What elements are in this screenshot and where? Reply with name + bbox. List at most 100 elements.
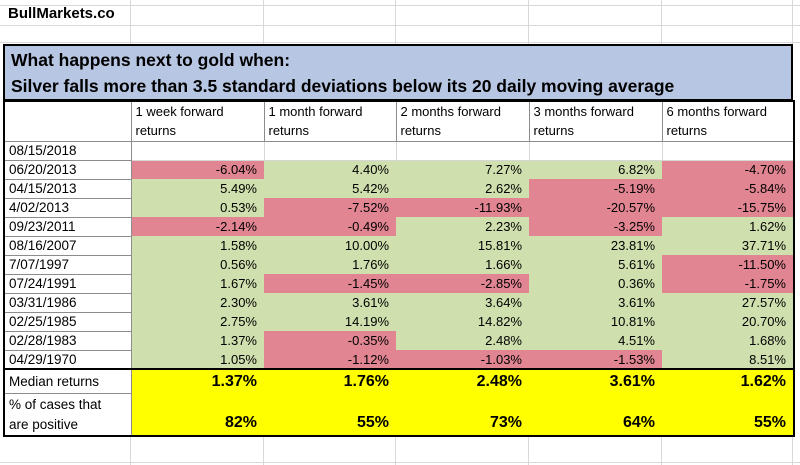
median-value-cell[interactable]: 3.61%	[529, 368, 662, 394]
value-cell[interactable]: -11.93%	[396, 198, 529, 218]
brand-text: BullMarkets.co	[8, 5, 115, 22]
value-cell[interactable]: 5.49%	[131, 179, 264, 199]
value-cell[interactable]: 2.48%	[396, 331, 529, 351]
value-cell[interactable]: 1.62%	[662, 217, 794, 237]
value-cell[interactable]: 3.61%	[529, 293, 662, 313]
value-cell[interactable]	[661, 140, 795, 161]
pct-positive-label-cell[interactable]: % of cases that are positive	[3, 392, 132, 437]
value-cell[interactable]	[528, 140, 663, 161]
value-cell[interactable]: -1.53%	[529, 350, 662, 370]
value-cell[interactable]: -4.70%	[662, 160, 794, 180]
value-cell[interactable]: 2.30%	[131, 293, 264, 313]
value-cell[interactable]: 5.42%	[264, 179, 396, 199]
date-cell[interactable]: 06/20/2013	[3, 159, 132, 180]
value-cell[interactable]: 2.23%	[396, 217, 529, 237]
date-cell[interactable]: 02/28/1983	[3, 330, 132, 351]
title-line-2: Silver falls more than 3.5 standard devi…	[11, 76, 675, 96]
value-cell[interactable]: 0.53%	[131, 198, 264, 218]
table-row: 09/23/2011 -2.14% -0.49% 2.23% -3.25% 1.62%	[3, 216, 794, 237]
date-cell[interactable]: 04/29/1970	[3, 349, 132, 370]
header-row: 1 week forward returns 1 month forward re…	[3, 100, 795, 142]
date-cell[interactable]: 08/15/2018	[3, 140, 132, 161]
value-cell[interactable]	[395, 140, 530, 161]
value-cell[interactable]: 1.05%	[131, 350, 264, 370]
value-cell[interactable]: 5.61%	[529, 255, 662, 275]
value-cell[interactable]: 1.66%	[396, 255, 529, 275]
median-label-cell[interactable]: Median returns	[3, 368, 132, 394]
value-cell[interactable]: 14.19%	[264, 312, 396, 332]
table-row: 4/02/2013 0.53% -7.52% -11.93% -20.57% -15.75…	[3, 197, 794, 218]
value-cell[interactable]: -0.35%	[264, 331, 396, 351]
median-row: Median returns 1.37% 1.76% 2.48% 3.61% 1.62%	[3, 368, 794, 394]
value-cell[interactable]: -1.75%	[662, 274, 794, 294]
value-cell[interactable]: 1.76%	[264, 255, 396, 275]
column-header-cell[interactable]: 1 month forward returns	[263, 100, 397, 142]
pct-positive-value-cell[interactable]: 73%	[396, 393, 529, 437]
value-cell[interactable]: 4.51%	[529, 331, 662, 351]
value-cell[interactable]: 7.27%	[396, 160, 529, 180]
value-cell[interactable]: -0.49%	[264, 217, 396, 237]
value-cell[interactable]: -2.14%	[131, 217, 264, 237]
date-cell[interactable]: 09/23/2011	[3, 216, 132, 237]
date-cell[interactable]: 04/15/2013	[3, 178, 132, 199]
date-cell[interactable]: 07/24/1991	[3, 273, 132, 294]
corner-cell[interactable]	[3, 100, 132, 142]
value-cell[interactable]: -2.85%	[396, 274, 529, 294]
value-cell[interactable]: 14.82%	[396, 312, 529, 332]
column-header-cell[interactable]: 1 week forward returns	[130, 100, 265, 142]
value-cell[interactable]: -1.12%	[264, 350, 396, 370]
value-cell[interactable]: -6.04%	[131, 160, 264, 180]
value-cell[interactable]: 6.82%	[529, 160, 662, 180]
value-cell[interactable]	[130, 140, 265, 161]
column-header-cell[interactable]: 2 months forward returns	[395, 100, 530, 142]
value-cell[interactable]	[263, 140, 397, 161]
value-cell[interactable]: -20.57%	[529, 198, 662, 218]
value-cell[interactable]: -7.52%	[264, 198, 396, 218]
median-value-cell[interactable]: 1.37%	[131, 368, 264, 394]
median-value-cell[interactable]: 2.48%	[396, 368, 529, 394]
value-cell[interactable]: -11.50%	[662, 255, 794, 275]
value-cell[interactable]: 8.51%	[662, 350, 794, 370]
value-cell[interactable]: 4.40%	[264, 160, 396, 180]
value-cell[interactable]: -5.84%	[662, 179, 794, 199]
value-cell[interactable]: -1.03%	[396, 350, 529, 370]
value-cell[interactable]: 20.70%	[662, 312, 794, 332]
column-header-cell[interactable]: 3 months forward returns	[528, 100, 663, 142]
value-cell[interactable]: 37.71%	[662, 236, 794, 256]
value-cell[interactable]: -3.25%	[529, 217, 662, 237]
date-cell[interactable]: 08/16/2007	[3, 235, 132, 256]
pct-positive-value-cell[interactable]: 82%	[131, 393, 264, 437]
pct-positive-value-cell[interactable]: 55%	[264, 393, 396, 437]
value-cell[interactable]: 1.68%	[662, 331, 794, 351]
value-cell[interactable]: 3.61%	[264, 293, 396, 313]
value-cell[interactable]: 2.75%	[131, 312, 264, 332]
pct-positive-row: % of cases that are positive 82% 55% 73% 64…	[3, 392, 794, 437]
median-value-cell[interactable]: 1.62%	[662, 368, 794, 394]
value-cell[interactable]: -15.75%	[662, 198, 794, 218]
date-cell[interactable]: 4/02/2013	[3, 197, 132, 218]
value-cell[interactable]: -5.19%	[529, 179, 662, 199]
pct-positive-value-cell[interactable]: 64%	[529, 393, 662, 437]
value-cell[interactable]: 2.62%	[396, 179, 529, 199]
value-cell[interactable]: 3.64%	[396, 293, 529, 313]
date-cell[interactable]: 02/25/1985	[3, 311, 132, 332]
median-value-cell[interactable]: 1.76%	[264, 368, 396, 394]
value-cell[interactable]: 1.58%	[131, 236, 264, 256]
date-cell[interactable]: 7/07/1997	[3, 254, 132, 275]
value-cell[interactable]: 10.00%	[264, 236, 396, 256]
value-cell[interactable]: 15.81%	[396, 236, 529, 256]
date-cell[interactable]: 03/31/1986	[3, 292, 132, 313]
value-cell[interactable]: 1.37%	[131, 331, 264, 351]
column-header-cell[interactable]: 6 months forward returns	[661, 100, 795, 142]
value-cell[interactable]: 10.81%	[529, 312, 662, 332]
pct-positive-value-cell[interactable]: 55%	[662, 393, 794, 437]
value-cell[interactable]: 23.81%	[529, 236, 662, 256]
table-row: 07/24/1991 1.67% -1.45% -2.85% 0.36% -1.75%	[3, 273, 794, 294]
value-cell[interactable]: 27.57%	[662, 293, 794, 313]
value-cell[interactable]: 0.36%	[529, 274, 662, 294]
value-cell[interactable]: 1.67%	[131, 274, 264, 294]
value-cell[interactable]: 0.56%	[131, 255, 264, 275]
table-row: 06/20/2013 -6.04% 4.40% 7.27% 6.82% -4.70%	[3, 159, 794, 180]
value-cell[interactable]: -1.45%	[264, 274, 396, 294]
